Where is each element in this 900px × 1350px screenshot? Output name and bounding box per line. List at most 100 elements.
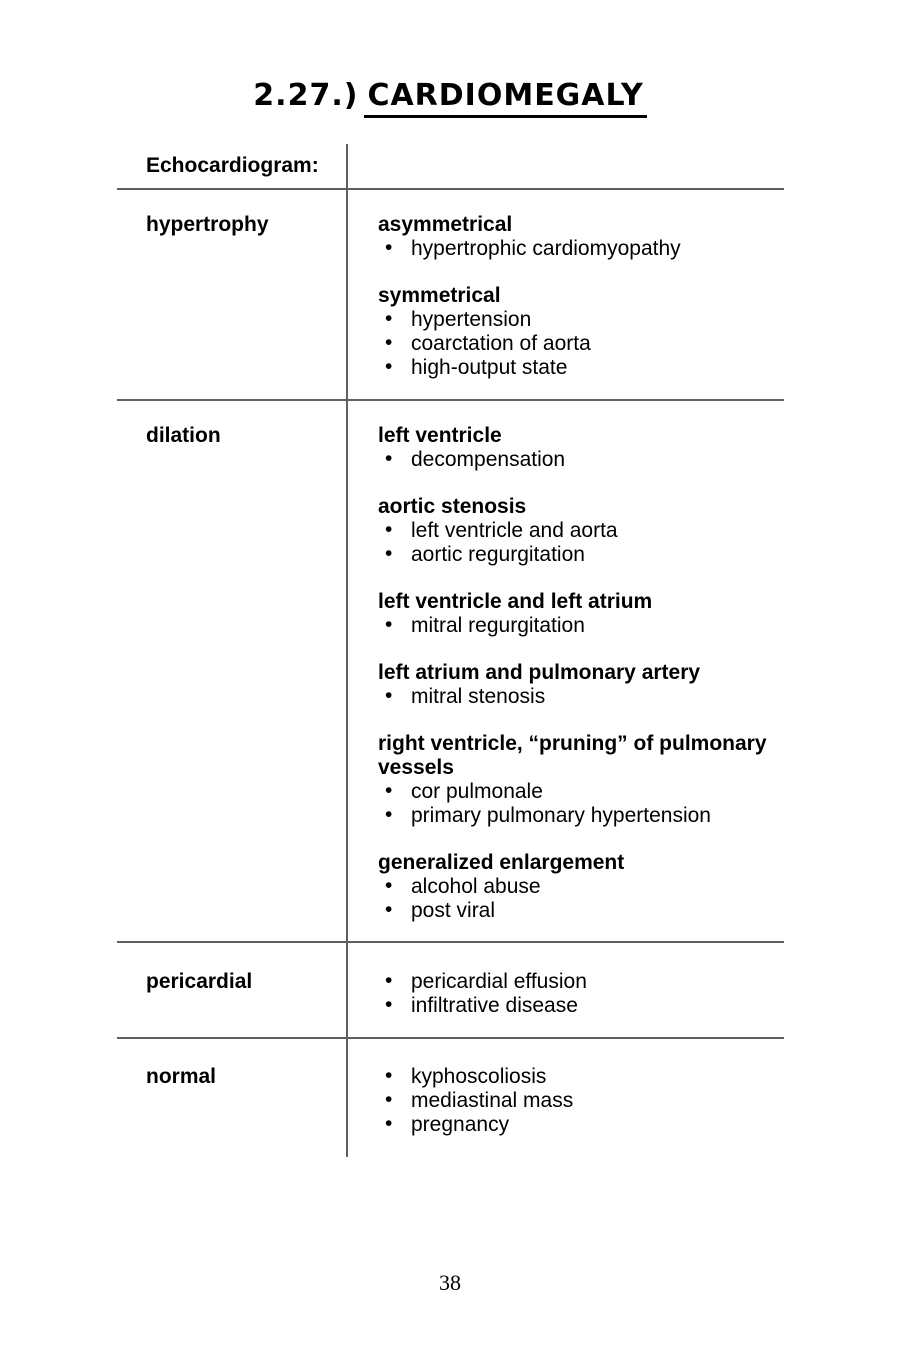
table-header-label: Echocardiogram:	[146, 154, 319, 177]
bullet-icon: •	[385, 613, 393, 636]
bullet-icon: •	[385, 236, 393, 259]
bullet-icon: •	[385, 1112, 393, 1135]
bullet-icon: •	[385, 447, 393, 470]
finding-group: left ventricle • decompensation	[378, 424, 772, 472]
title-text: CARDIOMEGALY	[364, 78, 647, 118]
bullet-icon: •	[385, 1088, 393, 1111]
list-item: • decompensation	[378, 447, 772, 472]
list-item: • pericardial effusion	[378, 969, 772, 994]
bullet-icon: •	[385, 803, 393, 826]
table-row: hypertrophy asymmetrical • hypertrophic car…	[117, 188, 784, 399]
list-item-text: pregnancy	[411, 1113, 510, 1136]
bullet-list: • cor pulmonale • primary pulmonary hyperte…	[378, 779, 772, 828]
list-item: • hypertrophic cardiomyopathy	[378, 236, 772, 261]
group-heading: asymmetrical	[378, 213, 513, 236]
bullet-list: • hypertrophic cardiomyopathy	[378, 236, 772, 261]
row-label-cell: dilation	[117, 401, 348, 941]
row-label-cell: pericardial	[117, 943, 348, 1037]
bullet-icon: •	[385, 874, 393, 897]
bullet-list: • mitral stenosis	[378, 684, 772, 709]
list-item-text: decompensation	[411, 448, 566, 471]
list-item: • alcohol abuse	[378, 874, 772, 899]
group-heading: left atrium and pulmonary artery	[378, 661, 701, 684]
list-item-text: left ventricle and aorta	[411, 519, 618, 542]
list-item-text: infiltrative disease	[411, 994, 578, 1017]
bullet-list: • mitral regurgitation	[378, 613, 772, 638]
finding-group: asymmetrical • hypertrophic cardiomyopathy	[378, 213, 772, 261]
list-item: • coarctation of aorta	[378, 331, 772, 356]
list-item: • mitral regurgitation	[378, 613, 772, 638]
list-item-text: mitral stenosis	[411, 685, 546, 708]
list-item: • infiltrative disease	[378, 993, 772, 1018]
bullet-icon: •	[385, 518, 393, 541]
bullet-icon: •	[385, 779, 393, 802]
list-item: • primary pulmonary hypertension	[378, 803, 772, 828]
list-item: • kyphoscoliosis	[378, 1064, 772, 1089]
bullet-icon: •	[385, 307, 393, 330]
bullet-list: • hypertension • coarctation of aorta • high-…	[378, 307, 772, 380]
bullet-list: • kyphoscoliosis • mediastinal mass • pregnan…	[378, 1064, 772, 1137]
finding-group: aortic stenosis • left ventricle and aorta…	[378, 495, 772, 567]
list-item: • post viral	[378, 898, 772, 923]
list-item-text: high-output state	[411, 356, 568, 379]
row-label-cell: hypertrophy	[117, 190, 348, 399]
group-heading: generalized enlargement	[378, 851, 625, 874]
bullet-list: • pericardial effusion • infiltrative disea…	[378, 969, 772, 1018]
table-header-empty-cell	[348, 144, 784, 188]
row-label: pericardial	[146, 970, 253, 993]
list-item-text: kyphoscoliosis	[411, 1065, 547, 1088]
list-item-text: primary pulmonary hypertension	[411, 804, 711, 827]
finding-group: right ventricle, “pruning” of pulmonary …	[378, 732, 772, 828]
title-number: 2.27.)	[253, 78, 359, 113]
row-label-cell: normal	[117, 1039, 348, 1157]
row-detail-cell: • kyphoscoliosis • mediastinal mass • pregnan…	[348, 1039, 784, 1157]
bullet-icon: •	[385, 542, 393, 565]
list-item: • pregnancy	[378, 1112, 772, 1137]
list-item-text: pericardial effusion	[411, 970, 587, 993]
bullet-icon: •	[385, 993, 393, 1016]
list-item-text: cor pulmonale	[411, 780, 543, 803]
finding-group: • kyphoscoliosis • mediastinal mass • pregnan…	[378, 1064, 772, 1137]
group-heading: left ventricle	[378, 424, 502, 447]
bullet-icon: •	[385, 331, 393, 354]
bullet-icon: •	[385, 898, 393, 921]
list-item-text: hypertrophic cardiomyopathy	[411, 237, 681, 260]
list-item: • mediastinal mass	[378, 1088, 772, 1113]
row-label: dilation	[146, 424, 221, 447]
bullet-icon: •	[385, 969, 393, 992]
table-header-cell: Echocardiogram:	[117, 144, 348, 188]
table-header-row: Echocardiogram:	[117, 144, 784, 188]
table-row: normal • kyphoscoliosis • mediastinal mass • p…	[117, 1037, 784, 1157]
row-label: hypertrophy	[146, 213, 269, 236]
list-item: • aortic regurgitation	[378, 542, 772, 567]
echocardiogram-table: Echocardiogram: hypertrophy asymmetrical •…	[117, 144, 784, 1157]
finding-group: symmetrical • hypertension • coarctation of …	[378, 284, 772, 380]
bullet-list: • left ventricle and aorta • aortic regurgi…	[378, 518, 772, 567]
finding-group: generalized enlargement • alcohol abuse • po…	[378, 851, 772, 923]
list-item: • hypertension	[378, 307, 772, 332]
page-title: 2.27.) CARDIOMEGALY	[0, 78, 900, 118]
list-item-text: coarctation of aorta	[411, 332, 591, 355]
finding-group: • pericardial effusion • infiltrative disea…	[378, 969, 772, 1018]
list-item: • high-output state	[378, 355, 772, 380]
bullet-icon: •	[385, 684, 393, 707]
table-row: dilation left ventricle • decompensation aor…	[117, 399, 784, 941]
bullet-icon: •	[385, 1064, 393, 1087]
list-item-text: post viral	[411, 899, 496, 922]
bullet-list: • decompensation	[378, 447, 772, 472]
list-item-text: alcohol abuse	[411, 875, 541, 898]
finding-group: left atrium and pulmonary artery • mitral …	[378, 661, 772, 709]
list-item-text: aortic regurgitation	[411, 543, 585, 566]
group-heading: left ventricle and left atrium	[378, 590, 653, 613]
group-heading: symmetrical	[378, 284, 501, 307]
list-item-text: mitral regurgitation	[411, 614, 585, 637]
list-item-text: hypertension	[411, 308, 532, 331]
row-label: normal	[146, 1065, 217, 1088]
list-item-text: mediastinal mass	[411, 1089, 574, 1112]
row-detail-cell: asymmetrical • hypertrophic cardiomyopathy…	[348, 190, 784, 399]
list-item: • mitral stenosis	[378, 684, 772, 709]
finding-group: left ventricle and left atrium • mitral re…	[378, 590, 772, 638]
group-heading: right ventricle, “pruning” of pulmonary …	[378, 732, 767, 779]
table-row: pericardial • pericardial effusion • infiltr…	[117, 941, 784, 1037]
